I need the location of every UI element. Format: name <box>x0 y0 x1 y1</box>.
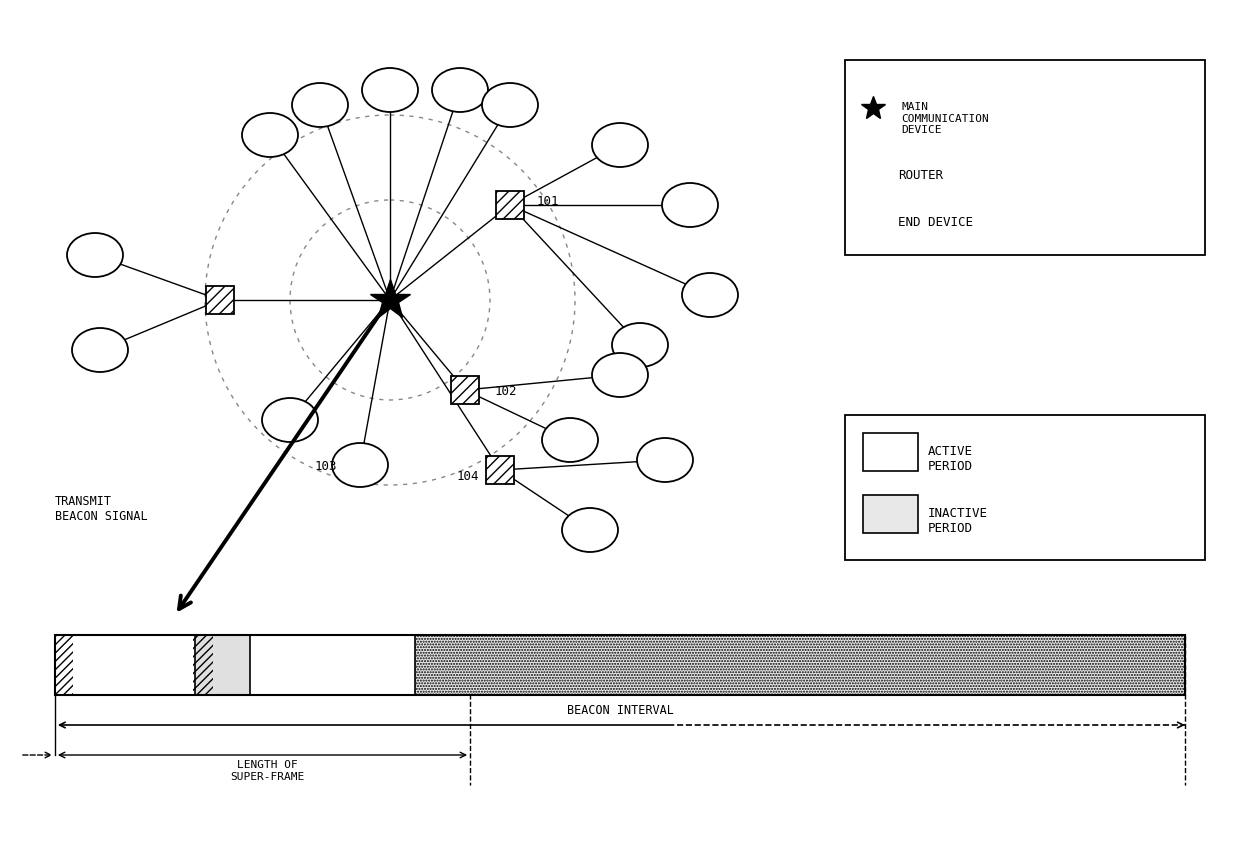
Ellipse shape <box>72 328 128 372</box>
Text: END DEVICE: END DEVICE <box>898 216 973 229</box>
Bar <box>863 495 918 533</box>
Bar <box>250 635 415 695</box>
Bar <box>861 162 887 188</box>
Ellipse shape <box>662 183 718 227</box>
Text: 102: 102 <box>495 385 517 398</box>
Ellipse shape <box>432 68 489 112</box>
Bar <box>55 635 73 695</box>
Bar <box>863 495 918 533</box>
Bar <box>206 286 234 314</box>
Text: LENGTH OF
SUPER-FRAME: LENGTH OF SUPER-FRAME <box>231 760 305 782</box>
Bar <box>415 635 1185 695</box>
Bar <box>451 376 479 404</box>
Ellipse shape <box>262 398 317 442</box>
Bar <box>863 433 918 471</box>
Text: ACTIVE
PERIOD: ACTIVE PERIOD <box>928 445 973 473</box>
Ellipse shape <box>482 83 538 127</box>
Ellipse shape <box>591 123 649 167</box>
Text: MAIN
COMMUNICATION
DEVICE: MAIN COMMUNICATION DEVICE <box>901 102 988 135</box>
Bar <box>55 635 1185 695</box>
Ellipse shape <box>562 508 618 552</box>
Bar <box>195 635 250 695</box>
Ellipse shape <box>682 273 738 317</box>
Ellipse shape <box>67 233 123 277</box>
Text: 101: 101 <box>537 195 559 208</box>
Bar <box>193 635 213 695</box>
Ellipse shape <box>613 323 668 367</box>
Text: 104: 104 <box>458 470 480 483</box>
Ellipse shape <box>637 438 693 482</box>
Ellipse shape <box>851 205 895 239</box>
Text: 103: 103 <box>315 460 337 473</box>
Bar <box>496 191 525 219</box>
Bar <box>844 60 1205 255</box>
Bar <box>55 635 195 695</box>
Text: ROUTER: ROUTER <box>898 168 942 182</box>
Ellipse shape <box>242 113 298 157</box>
Ellipse shape <box>291 83 348 127</box>
Ellipse shape <box>362 68 418 112</box>
Bar <box>195 635 250 695</box>
Bar <box>415 635 1185 695</box>
Ellipse shape <box>332 443 388 487</box>
Ellipse shape <box>591 353 649 397</box>
Bar <box>486 456 515 484</box>
Text: BEACON INTERVAL: BEACON INTERVAL <box>567 704 673 717</box>
Bar <box>844 415 1205 560</box>
Text: TRANSMIT
BEACON SIGNAL: TRANSMIT BEACON SIGNAL <box>55 495 148 523</box>
Text: INACTIVE
PERIOD: INACTIVE PERIOD <box>928 507 988 535</box>
Ellipse shape <box>542 418 598 462</box>
